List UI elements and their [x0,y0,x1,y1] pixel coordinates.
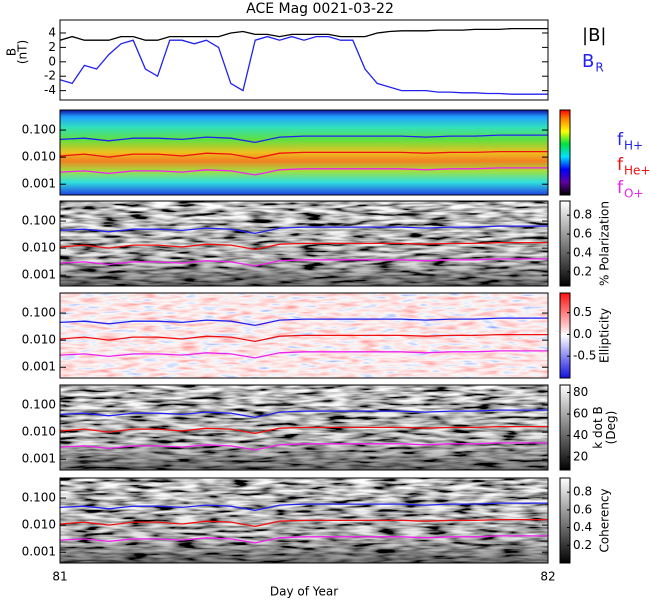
series-line [59,317,548,327]
figure-title: ACE Mag 0021-03-22 [246,1,394,17]
y-tick-label: -2 [44,69,56,83]
colorbar-tick-label: 0.5 [573,305,592,319]
legend-label: f [617,178,624,198]
legend-label: |B| [582,25,606,46]
colorbar [559,384,571,471]
colorbar [559,477,571,564]
legend-label: B [582,51,594,72]
y-axis-label: (nT) [16,40,30,64]
y-tick-label: 4 [48,25,56,39]
series-line [59,150,548,160]
y-axis-label: B [5,48,19,56]
y-tick-label: 0.010 [22,241,56,255]
plot-frame [59,384,549,471]
series-line [59,409,548,419]
colorbar-label: Coherency [598,488,612,552]
y-tick-label: -4 [44,83,56,97]
legend-subscript: R [595,61,603,75]
y-tick-label: 0.100 [22,398,56,412]
y-tick-label: 0.010 [22,333,56,347]
colorbar-label: (Deg) [604,411,618,445]
series-line [59,442,548,451]
y-tick-label: 0.100 [22,214,56,228]
series-line [59,425,548,435]
legend-subscript: He+ [624,164,650,178]
x-axis-label: Day of Year [270,585,338,599]
colorbar-tick-label: 0.4 [573,245,592,259]
y-tick-label: 0.001 [22,360,56,374]
y-tick-label: 0.010 [22,518,56,532]
y-tick-label: 0.001 [22,545,56,559]
colorbar-tick-label: 0.6 [573,502,592,516]
series-line [59,535,548,544]
legend-label: f [617,155,624,175]
colorbar-tick-label: -0.5 [573,349,596,363]
series-line [59,502,548,512]
colorbar [559,292,571,379]
y-tick-label: 2 [48,40,56,54]
series-line [59,258,548,267]
colorbar-label: Ellipticity [598,308,612,363]
colorbar-tick-label: 20 [573,450,588,464]
colorbar-tick-label: 0.8 [573,208,592,222]
series-line [59,27,548,41]
plot-frame [59,109,549,196]
y-tick-label: 0.001 [22,177,56,191]
y-tick-label: 0.001 [22,268,56,282]
legend-subscript: O+ [624,187,644,201]
series-line [59,241,548,251]
colorbar-tick-label: 0.6 [573,227,592,241]
plot-frame [59,19,549,101]
y-tick-label: 0.010 [22,425,56,439]
y-tick-label: 0.100 [22,491,56,505]
series-line [59,167,548,176]
colorbar-tick-label: 0.2 [573,538,592,552]
colorbar [559,109,571,196]
colorbar-label: % Polarization [598,201,612,286]
series-line [59,225,548,235]
series-line [59,518,548,528]
series-line [59,134,548,144]
plot-frame [59,200,549,287]
legend-subscript: H+ [624,139,643,153]
y-tick-label: 0.100 [22,306,56,320]
x-tick-label: 81 [52,570,67,584]
colorbar-tick-label: 0.4 [573,520,592,534]
y-tick-label: 0 [48,54,56,68]
y-tick-label: 0.010 [22,150,56,164]
plot-frame [59,292,549,379]
x-tick-label: 82 [540,570,555,584]
colorbar-tick-label: 0.2 [573,264,592,278]
colorbar-tick-label: 80 [573,385,588,399]
colorbar-tick-label: 0.0 [573,327,592,341]
y-tick-label: 0.100 [22,123,56,137]
colorbar-tick-label: 60 [573,407,588,421]
legend-label: f [617,130,624,150]
y-tick-label: 0.001 [22,452,56,466]
colorbar-tick-label: 0.8 [573,485,592,499]
colorbar-tick-label: 40 [573,428,588,442]
series-line [59,350,548,359]
colorbar-label: k dot B [591,406,605,448]
colorbar [559,200,571,287]
plot-frame [59,477,549,564]
series-line [59,35,548,95]
series-line [59,333,548,343]
